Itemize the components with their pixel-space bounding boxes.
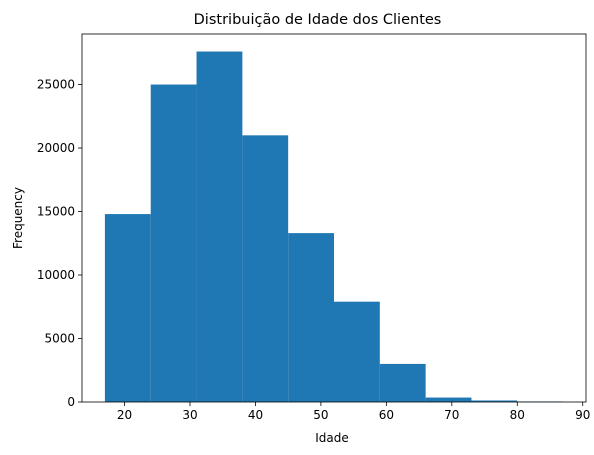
histogram-bar	[425, 397, 472, 402]
histogram-bar	[288, 233, 334, 402]
y-tick-label: 5000	[44, 332, 75, 346]
y-axis-label: Frequency	[11, 187, 25, 249]
histogram-bar	[104, 214, 151, 402]
y-axis-ticks: 0 5000 10000 15000 20000 25000	[37, 78, 82, 409]
histogram-bar	[196, 51, 243, 403]
y-tick-label: 0	[67, 395, 75, 409]
histogram-bar	[334, 301, 380, 402]
x-tick-label: 40	[248, 408, 263, 422]
x-tick-label: 80	[510, 408, 525, 422]
histogram-bar	[150, 84, 197, 403]
bars-group	[104, 51, 564, 403]
histogram-bar	[242, 135, 289, 403]
histogram-bar	[379, 363, 426, 402]
y-tick-label: 25000	[37, 78, 75, 92]
x-tick-label: 60	[379, 408, 394, 422]
chart-title: Distribuição de Idade dos Clientes	[194, 12, 442, 28]
x-tick-label: 20	[117, 408, 132, 422]
y-tick-label: 20000	[37, 141, 75, 155]
y-tick-label: 15000	[37, 205, 75, 219]
x-axis-label: Idade	[315, 431, 349, 445]
histogram-bar	[471, 400, 518, 402]
x-tick-label: 50	[313, 408, 328, 422]
x-tick-label: 70	[444, 408, 459, 422]
x-axis-ticks: 20 30 40 50 60 70 80 90	[117, 402, 590, 422]
plot-frame	[81, 33, 587, 403]
x-tick-label: 90	[575, 408, 590, 422]
x-tick-label: 30	[182, 408, 197, 422]
y-tick-label: 10000	[37, 268, 75, 282]
